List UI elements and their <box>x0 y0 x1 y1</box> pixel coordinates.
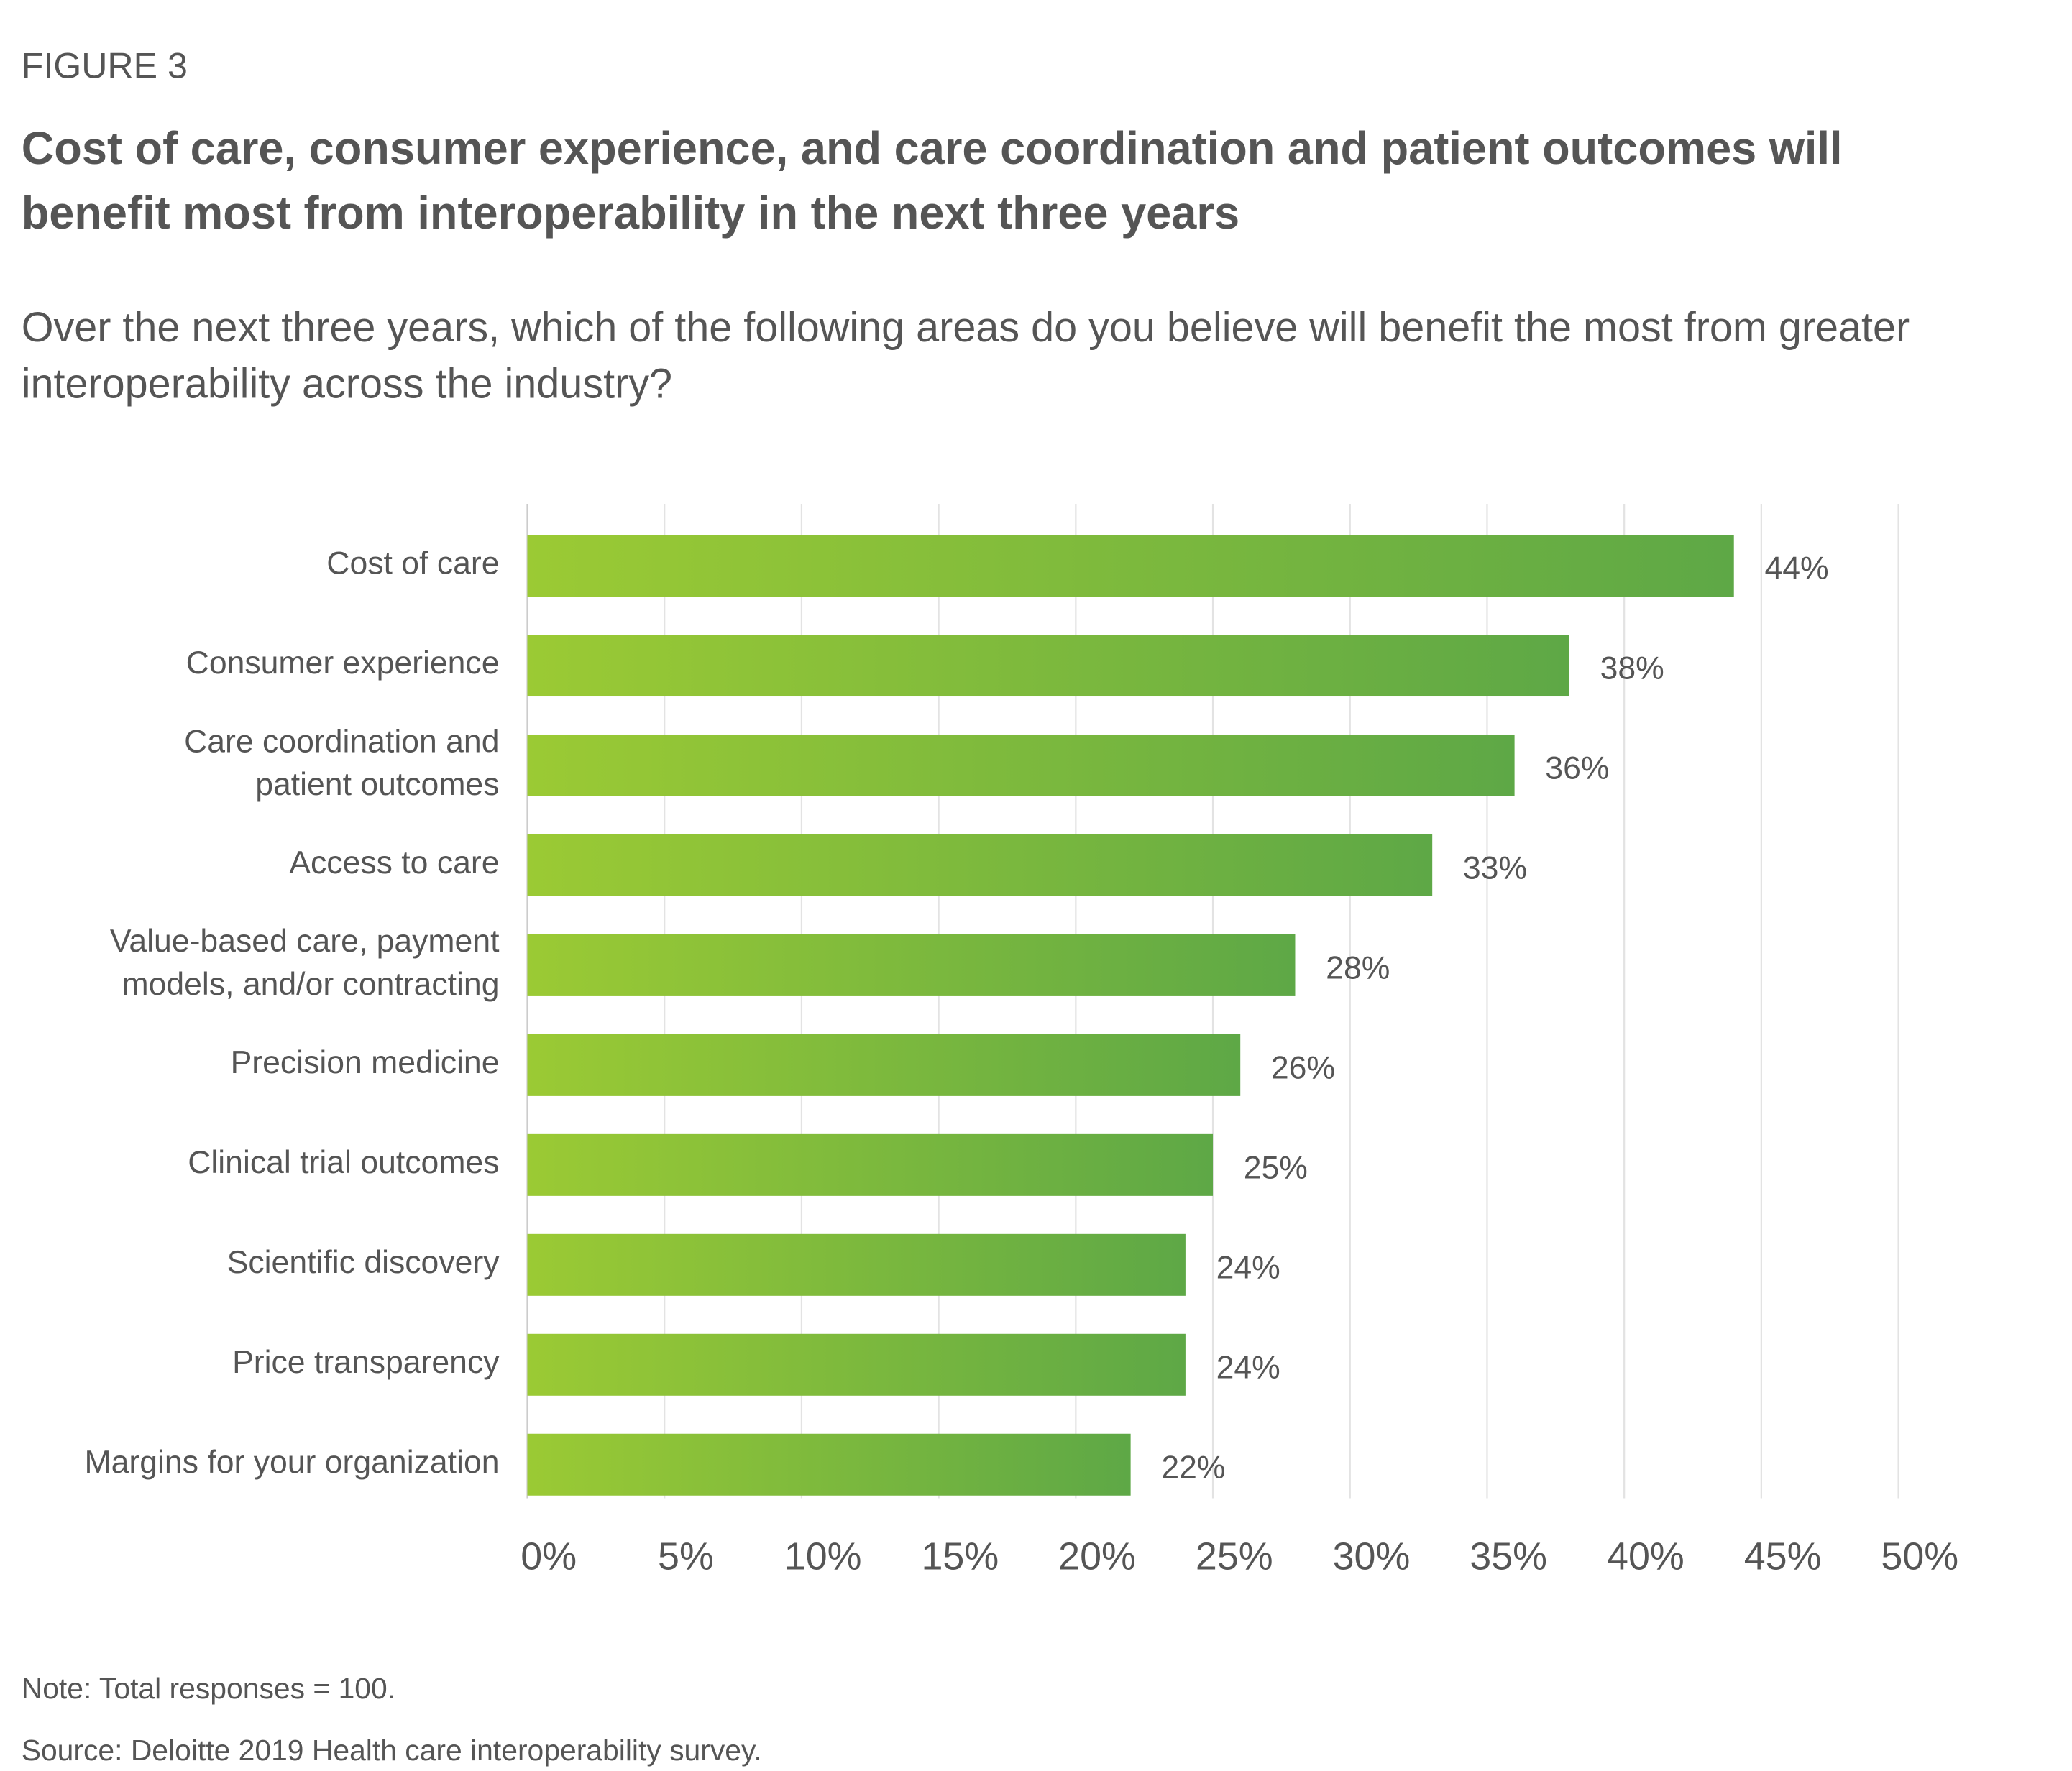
value-label: 25% <box>1244 1150 1308 1185</box>
value-label: 24% <box>1216 1250 1280 1285</box>
value-label: 44% <box>1764 551 1828 586</box>
y-tick-label: Margins for your organization <box>85 1445 500 1480</box>
y-tick-label: Clinical trial outcomes <box>188 1145 499 1180</box>
y-tick-label: Care coordination and patient outcomes <box>184 724 499 802</box>
y-tick-label: Cost of care <box>326 546 499 581</box>
y-tick-label: Scientific discovery <box>227 1245 500 1280</box>
value-label: 28% <box>1326 950 1390 985</box>
value-label: 22% <box>1161 1450 1225 1485</box>
bar <box>527 1233 1186 1296</box>
bar <box>527 934 1296 996</box>
value-label: 38% <box>1600 651 1664 686</box>
value-label: 33% <box>1463 851 1527 886</box>
x-tick-label: 10% <box>784 1535 862 1578</box>
x-tick-label: 20% <box>1058 1535 1136 1578</box>
value-label: 26% <box>1271 1050 1335 1085</box>
chart-subtitle: Over the next three years, which of the … <box>22 305 1910 408</box>
chart-title: Cost of care, consumer experience, and c… <box>22 124 1843 239</box>
x-tick-label: 35% <box>1470 1535 1547 1578</box>
y-tick-label: Consumer experience <box>186 645 500 681</box>
x-tick-label: 45% <box>1744 1535 1822 1578</box>
value-label: 24% <box>1216 1350 1280 1385</box>
x-tick-label: 15% <box>921 1535 999 1578</box>
x-tick-label: 50% <box>1881 1535 1958 1578</box>
x-tick-label: 40% <box>1607 1535 1684 1578</box>
note: Note: Total responses = 100. <box>22 1672 395 1705</box>
source: Source: Deloitte 2019 Health care intero… <box>22 1734 762 1767</box>
x-tick-label: 0% <box>521 1535 577 1578</box>
bar <box>527 1034 1241 1096</box>
y-tick-label: Value-based care, payment models, and/or … <box>110 924 500 1002</box>
y-tick-label: Access to care <box>289 845 499 880</box>
bar <box>527 1433 1131 1496</box>
bar <box>527 1333 1186 1396</box>
bar <box>527 834 1433 896</box>
y-tick-label: Precision medicine <box>231 1045 500 1080</box>
x-tick-label: 5% <box>658 1535 714 1578</box>
bar <box>527 535 1734 597</box>
x-tick-label: 25% <box>1196 1535 1273 1578</box>
figure-label: FIGURE 3 <box>22 45 188 86</box>
bar <box>527 1133 1214 1196</box>
x-tick-label: 30% <box>1333 1535 1411 1578</box>
y-tick-label: Price transparency <box>232 1345 500 1380</box>
value-label: 36% <box>1545 751 1609 786</box>
bar <box>527 734 1515 796</box>
bar <box>527 635 1569 697</box>
